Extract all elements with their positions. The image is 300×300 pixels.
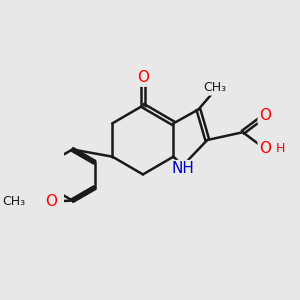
Text: NH: NH [171, 161, 194, 176]
Text: O: O [259, 108, 271, 123]
Text: CH₃: CH₃ [3, 195, 26, 208]
Text: O: O [45, 194, 57, 209]
Text: H: H [276, 142, 286, 155]
Text: O: O [137, 70, 149, 85]
Text: O: O [259, 141, 271, 156]
Text: CH₃: CH₃ [203, 81, 226, 94]
